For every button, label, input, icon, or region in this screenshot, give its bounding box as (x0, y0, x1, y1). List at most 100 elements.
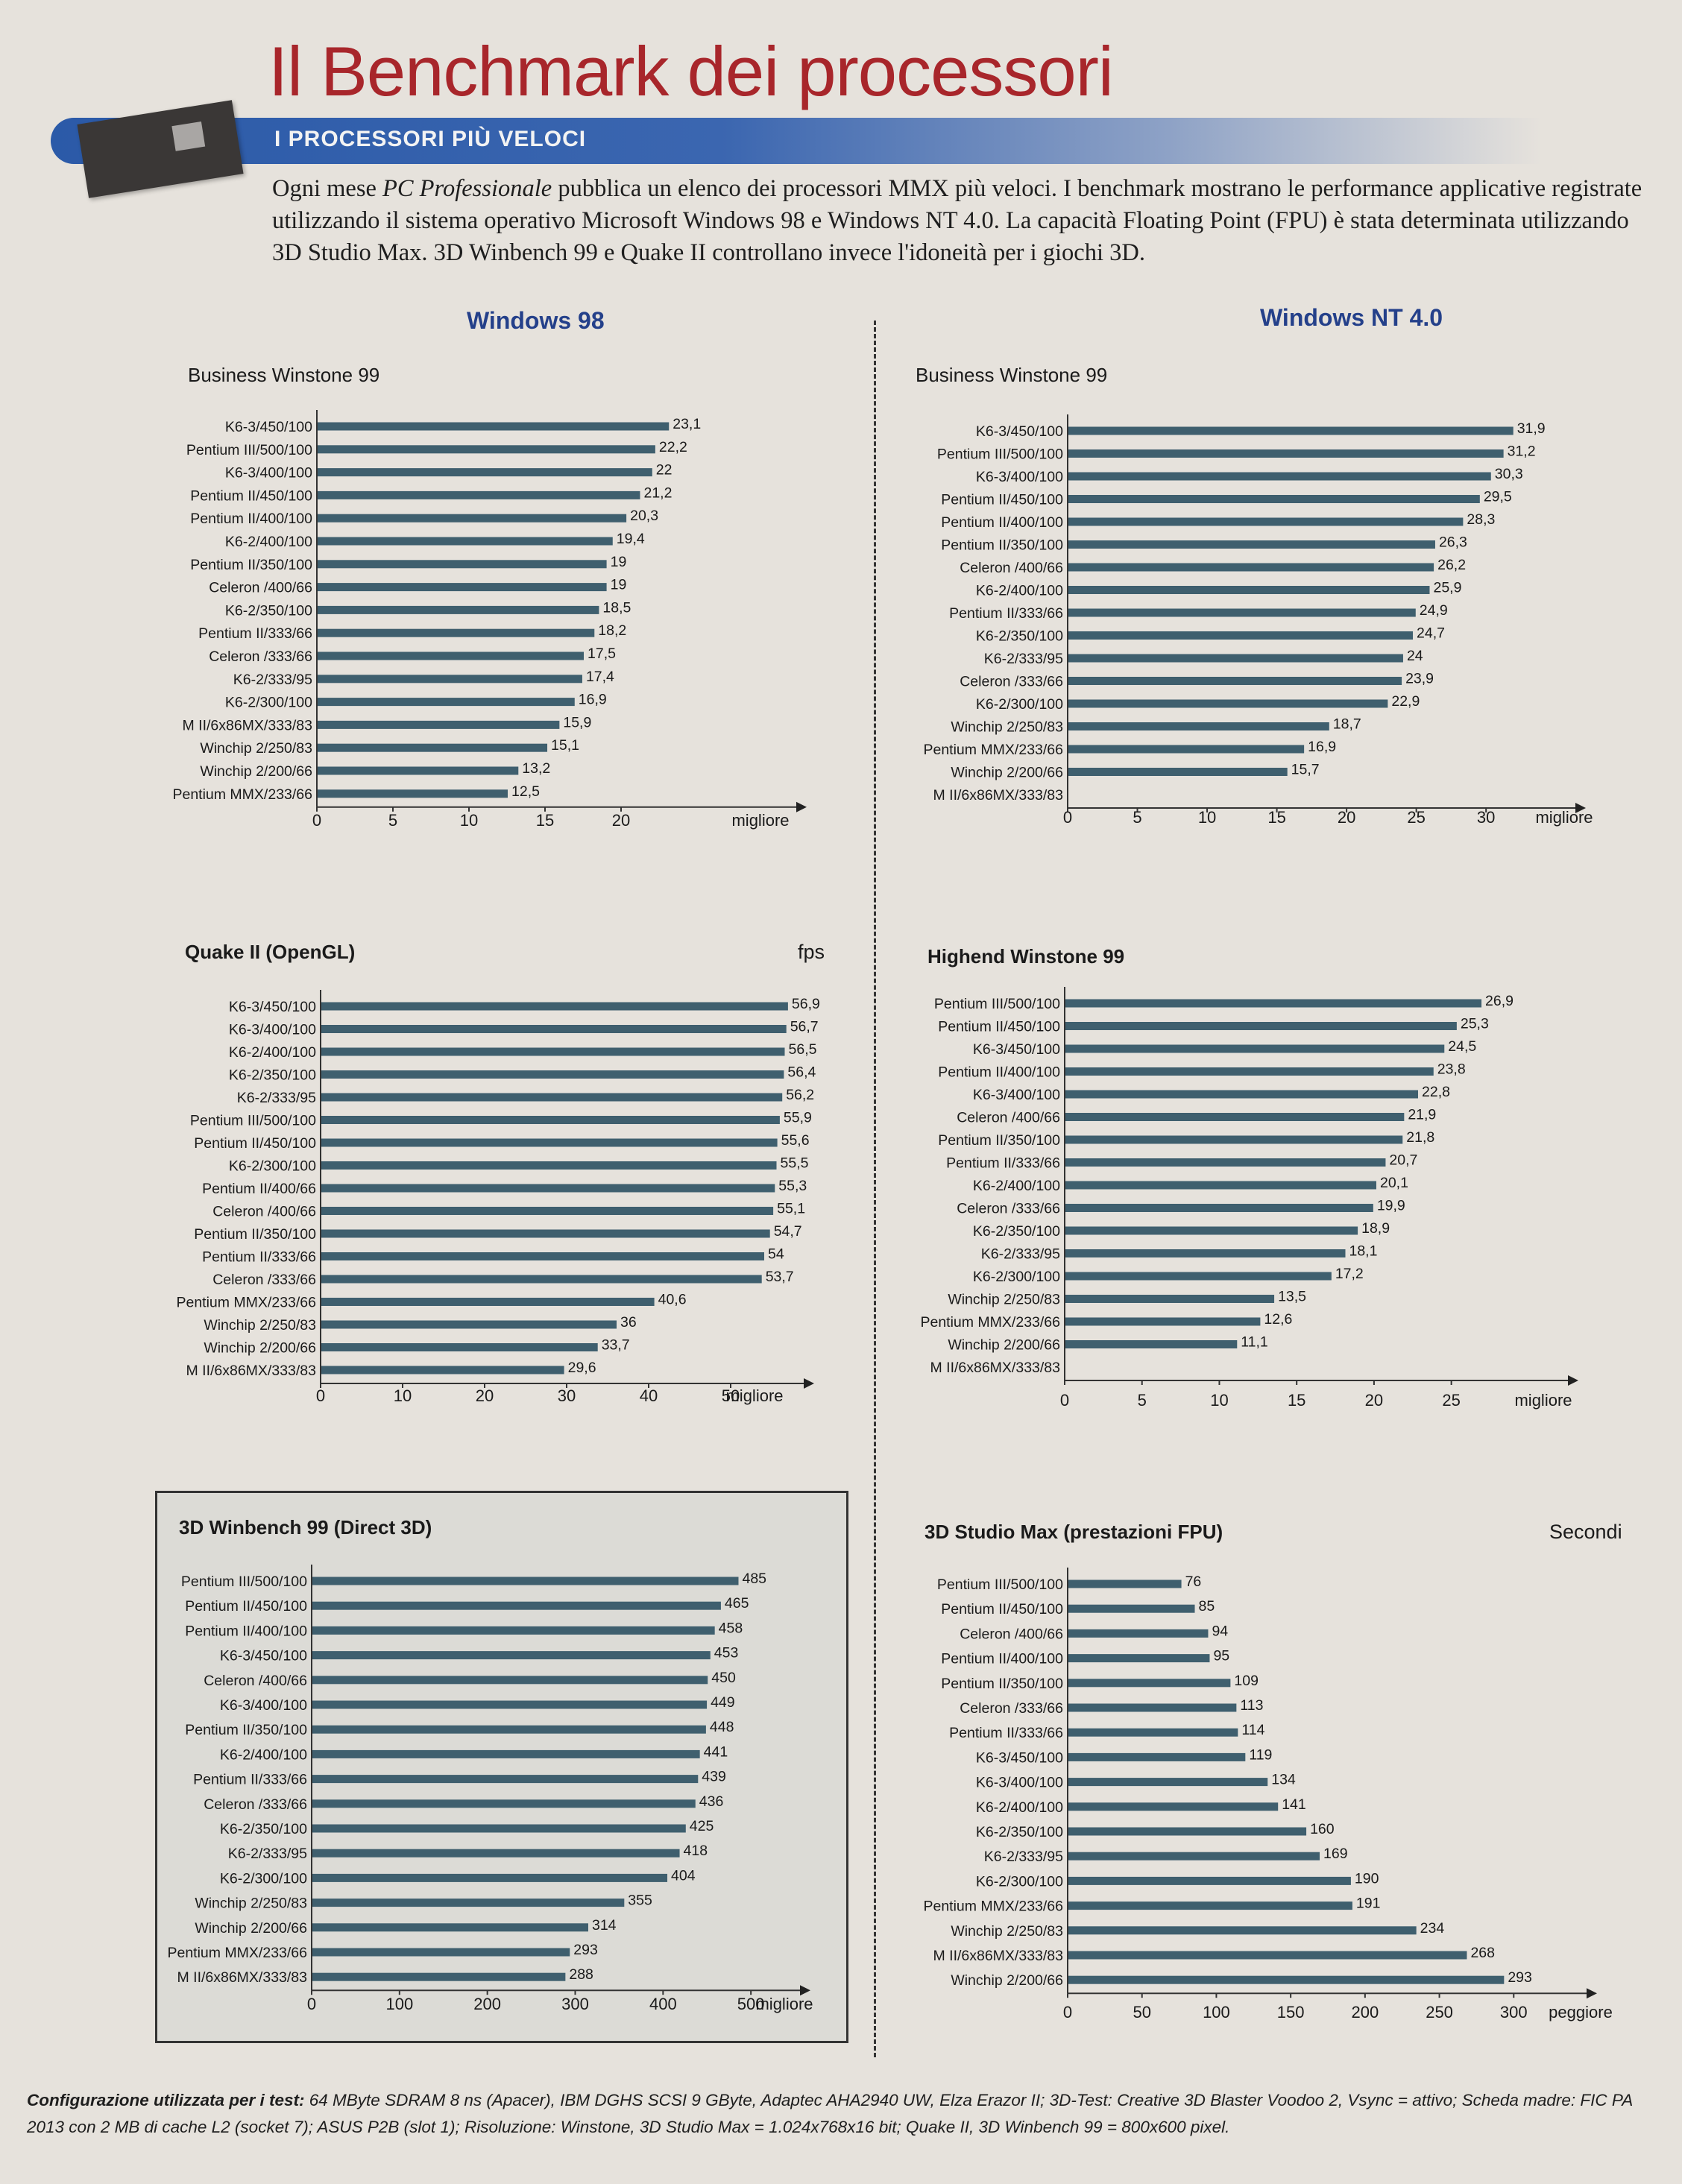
bar (312, 1676, 708, 1685)
value-label: 20,1 (1380, 1175, 1408, 1191)
value-label: 56,9 (792, 996, 820, 1012)
x-tick-label: 20 (1338, 808, 1355, 827)
value-label: 21,2 (643, 485, 672, 501)
bar (312, 1601, 721, 1610)
x-tick-label: 0 (316, 1386, 325, 1405)
x-tick-label: 10 (394, 1386, 412, 1405)
x-axis-arrow-icon (1587, 1988, 1597, 1999)
value-label: 24 (1407, 648, 1423, 664)
category-label: Winchip 2/200/66 (200, 763, 312, 780)
value-label: 141 (1282, 1796, 1306, 1813)
x-tick-label: 100 (1203, 2003, 1230, 2022)
value-label: 13,2 (522, 760, 550, 777)
value-label: 76 (1185, 1574, 1202, 1590)
value-label: 21,9 (1408, 1107, 1436, 1123)
footer-text: 64 MByte SDRAM 8 ns (Apacer), IBM DGHS S… (27, 2091, 1633, 2136)
x-axis-arrow-icon (1575, 803, 1586, 813)
x-tick-label: 150 (1277, 2003, 1305, 2022)
category-label: Pentium MMX/233/66 (176, 1295, 316, 1311)
category-label: K6-3/400/100 (229, 1022, 316, 1038)
value-label: 28,3 (1467, 511, 1495, 528)
bar (1068, 426, 1514, 435)
bar (318, 743, 548, 752)
value-label: 404 (671, 1867, 696, 1884)
x-axis-label: migliore (755, 1995, 813, 2013)
value-label: 293 (573, 1942, 598, 1958)
intro-text-1: Ogni mese (272, 175, 383, 202)
value-label: 288 (569, 1966, 593, 1983)
chart-title: 3D Studio Max (prestazioni FPU) (925, 1521, 1223, 1543)
x-tick-label: 500 (737, 1995, 765, 2013)
category-label: K6-2/300/100 (976, 1873, 1063, 1890)
bar (1065, 1340, 1238, 1348)
category-label: Celeron /333/66 (209, 648, 312, 665)
category-label: Winchip 2/250/83 (948, 1292, 1060, 1308)
category-label: Pentium II/450/100 (190, 487, 312, 504)
bar (312, 1849, 680, 1858)
page-title: Il Benchmark dei processori (268, 32, 1114, 110)
value-label: 85 (1199, 1598, 1215, 1615)
value-label: 19,4 (617, 531, 645, 547)
category-label: Pentium II/333/66 (198, 625, 312, 642)
value-label: 355 (628, 1893, 652, 1909)
bar (321, 1070, 784, 1079)
value-label: 21,8 (1406, 1129, 1434, 1146)
value-label: 16,9 (579, 692, 607, 708)
value-label: 441 (704, 1743, 728, 1760)
value-label: 23,8 (1437, 1061, 1466, 1078)
bar (318, 720, 560, 729)
chart-title: Business Winstone 99 (188, 364, 379, 386)
category-label: K6-2/400/100 (220, 1746, 307, 1763)
bar (1068, 722, 1329, 730)
bar (312, 1626, 715, 1635)
bar (1065, 999, 1482, 1008)
value-label: 95 (1213, 1648, 1229, 1664)
category-label: Pentium II/450/100 (941, 492, 1063, 508)
x-tick-label: 200 (473, 1995, 501, 2013)
value-label: 17,2 (1335, 1266, 1364, 1282)
bar (318, 605, 599, 614)
category-label: Pentium II/450/100 (941, 1601, 1063, 1618)
bar (312, 1972, 566, 1981)
bar (321, 1138, 778, 1147)
x-tick-label: 400 (649, 1995, 677, 2013)
bar (1068, 563, 1434, 572)
chart-unit-label: Secondi (1549, 1521, 1622, 1543)
category-label: K6-3/450/100 (225, 419, 312, 435)
bar (318, 490, 640, 499)
bar (1065, 1022, 1457, 1030)
category-label: Pentium II/400/100 (190, 511, 312, 527)
value-label: 55,1 (777, 1201, 805, 1217)
value-label: 18,5 (602, 599, 631, 616)
category-label: Pentium III/500/100 (937, 446, 1063, 463)
value-label: 450 (711, 1670, 736, 1686)
bar (312, 1651, 711, 1660)
x-axis-arrow-icon (800, 1985, 810, 1996)
value-label: 134 (1271, 1772, 1296, 1788)
bar (1068, 1752, 1246, 1761)
value-label: 113 (1240, 1697, 1263, 1714)
x-axis-label: peggiore (1549, 2003, 1613, 2022)
value-label: 15,1 (551, 737, 579, 754)
bar (1065, 1272, 1332, 1281)
category-label: K6-2/333/95 (984, 651, 1063, 667)
x-tick-label: 25 (1407, 808, 1425, 827)
value-label: 12,5 (511, 783, 540, 800)
category-label: Winchip 2/200/66 (204, 1340, 316, 1357)
bar (318, 468, 652, 477)
bar (312, 1799, 696, 1808)
category-label: K6-2/333/95 (233, 672, 312, 688)
x-tick-label: 0 (312, 811, 321, 830)
x-tick-label: 300 (1500, 2003, 1528, 2022)
bar (1068, 1604, 1195, 1613)
x-tick-label: 5 (1138, 1391, 1147, 1410)
x-tick-label: 200 (1351, 2003, 1379, 2022)
bar (1065, 1181, 1376, 1190)
x-axis-label: migliore (731, 811, 789, 830)
bar (318, 445, 655, 454)
bar (1068, 1703, 1237, 1712)
category-label: Pentium II/400/100 (938, 1064, 1060, 1081)
category-label: M II/6x86MX/333/83 (930, 1360, 1060, 1376)
